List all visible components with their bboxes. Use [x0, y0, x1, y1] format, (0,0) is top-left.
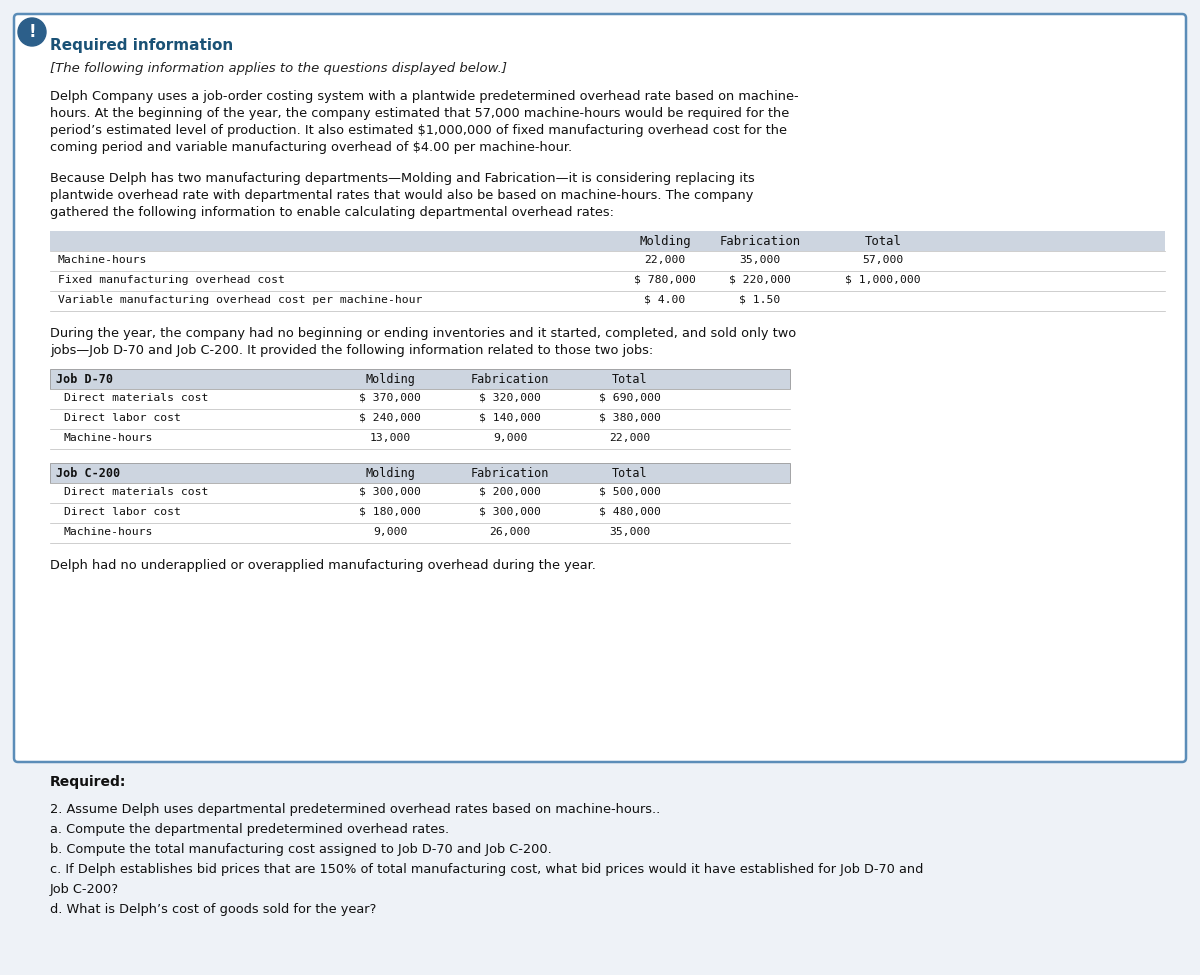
Text: Total: Total — [612, 467, 648, 480]
Text: Variable manufacturing overhead cost per machine-hour: Variable manufacturing overhead cost per… — [58, 295, 422, 305]
FancyBboxPatch shape — [50, 231, 1165, 251]
Text: Molding: Molding — [365, 467, 415, 480]
Text: Machine-hours: Machine-hours — [58, 255, 148, 265]
Text: plantwide overhead rate with departmental rates that would also be based on mach: plantwide overhead rate with departmenta… — [50, 189, 754, 202]
Text: $ 240,000: $ 240,000 — [359, 413, 421, 423]
FancyBboxPatch shape — [50, 369, 790, 389]
Text: !: ! — [28, 23, 36, 41]
Text: Required information: Required information — [50, 38, 233, 53]
Text: $ 780,000: $ 780,000 — [634, 275, 696, 285]
Text: 57,000: 57,000 — [863, 255, 904, 265]
Text: During the year, the company had no beginning or ending inventories and it start: During the year, the company had no begi… — [50, 327, 796, 340]
Text: $ 380,000: $ 380,000 — [599, 413, 661, 423]
Text: $ 500,000: $ 500,000 — [599, 487, 661, 497]
Text: 2. Assume Delph uses departmental predetermined overhead rates based on machine-: 2. Assume Delph uses departmental predet… — [50, 803, 660, 816]
Text: 13,000: 13,000 — [370, 433, 410, 443]
Text: Machine-hours: Machine-hours — [64, 527, 154, 537]
Text: coming period and variable manufacturing overhead of $4.00 per machine-hour.: coming period and variable manufacturing… — [50, 141, 572, 154]
FancyBboxPatch shape — [50, 463, 790, 483]
Text: 22,000: 22,000 — [610, 433, 650, 443]
Text: jobs—Job D-70 and Job C-200. It provided the following information related to th: jobs—Job D-70 and Job C-200. It provided… — [50, 344, 653, 357]
Text: $ 300,000: $ 300,000 — [479, 507, 541, 517]
Text: hours. At the beginning of the year, the company estimated that 57,000 machine-h: hours. At the beginning of the year, the… — [50, 107, 790, 120]
Text: Total: Total — [864, 235, 901, 248]
Text: Direct materials cost: Direct materials cost — [64, 487, 209, 497]
Text: $ 300,000: $ 300,000 — [359, 487, 421, 497]
Text: Total: Total — [612, 373, 648, 386]
Text: 26,000: 26,000 — [490, 527, 530, 537]
Text: Required:: Required: — [50, 775, 126, 789]
Text: Direct materials cost: Direct materials cost — [64, 393, 209, 403]
Text: $ 480,000: $ 480,000 — [599, 507, 661, 517]
Text: $ 1.50: $ 1.50 — [739, 295, 781, 305]
Text: Job C-200?: Job C-200? — [50, 883, 119, 896]
Text: b. Compute the total manufacturing cost assigned to Job D-70 and Job C-200.: b. Compute the total manufacturing cost … — [50, 843, 552, 856]
Text: Job D-70: Job D-70 — [56, 373, 113, 386]
FancyBboxPatch shape — [14, 14, 1186, 762]
Text: $ 180,000: $ 180,000 — [359, 507, 421, 517]
Circle shape — [18, 18, 46, 46]
Text: Delph had no underapplied or overapplied manufacturing overhead during the year.: Delph had no underapplied or overapplied… — [50, 559, 596, 572]
Text: Molding: Molding — [365, 373, 415, 386]
Text: Fabrication: Fabrication — [720, 235, 800, 248]
Text: 9,000: 9,000 — [373, 527, 407, 537]
Text: 35,000: 35,000 — [739, 255, 781, 265]
Text: Molding: Molding — [640, 235, 691, 248]
Text: gathered the following information to enable calculating departmental overhead r: gathered the following information to en… — [50, 206, 614, 219]
Text: Fabrication: Fabrication — [470, 373, 550, 386]
Text: Fixed manufacturing overhead cost: Fixed manufacturing overhead cost — [58, 275, 284, 285]
Text: $ 140,000: $ 140,000 — [479, 413, 541, 423]
Text: $ 1,000,000: $ 1,000,000 — [845, 275, 920, 285]
Text: Because Delph has two manufacturing departments—Molding and Fabrication—it is co: Because Delph has two manufacturing depa… — [50, 172, 755, 185]
Text: Job C-200: Job C-200 — [56, 467, 120, 480]
Text: Delph Company uses a job-order costing system with a plantwide predetermined ove: Delph Company uses a job-order costing s… — [50, 90, 799, 103]
Text: c. If Delph establishes bid prices that are 150% of total manufacturing cost, wh: c. If Delph establishes bid prices that … — [50, 863, 923, 876]
Text: 35,000: 35,000 — [610, 527, 650, 537]
Text: d. What is Delph’s cost of goods sold for the year?: d. What is Delph’s cost of goods sold fo… — [50, 903, 377, 916]
Text: [The following information applies to the questions displayed below.]: [The following information applies to th… — [50, 62, 508, 75]
Text: $ 370,000: $ 370,000 — [359, 393, 421, 403]
Text: $ 4.00: $ 4.00 — [644, 295, 685, 305]
Text: a. Compute the departmental predetermined overhead rates.: a. Compute the departmental predetermine… — [50, 823, 449, 836]
Text: period’s estimated level of production. It also estimated $1,000,000 of fixed ma: period’s estimated level of production. … — [50, 124, 787, 137]
Text: $ 220,000: $ 220,000 — [730, 275, 791, 285]
Text: $ 690,000: $ 690,000 — [599, 393, 661, 403]
Text: $ 200,000: $ 200,000 — [479, 487, 541, 497]
Text: $ 320,000: $ 320,000 — [479, 393, 541, 403]
Text: Fabrication: Fabrication — [470, 467, 550, 480]
Text: 22,000: 22,000 — [644, 255, 685, 265]
Text: 9,000: 9,000 — [493, 433, 527, 443]
Text: Direct labor cost: Direct labor cost — [64, 413, 181, 423]
Text: Machine-hours: Machine-hours — [64, 433, 154, 443]
Text: Direct labor cost: Direct labor cost — [64, 507, 181, 517]
